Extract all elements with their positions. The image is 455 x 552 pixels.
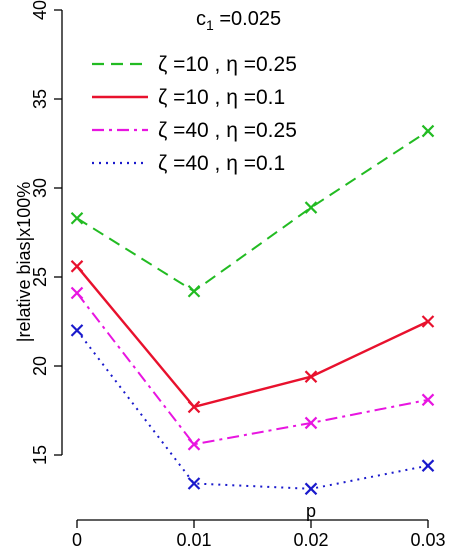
x-tick-label: 0.02: [293, 530, 328, 550]
series-point: [187, 284, 201, 298]
series-point: [187, 438, 201, 451]
title-subscript: 1: [206, 17, 214, 33]
series-point: [304, 416, 318, 430]
series-point: [70, 324, 84, 337]
legend-item-4: ζ =40 , η =0.1: [92, 152, 285, 175]
series-layer: [70, 124, 435, 496]
series-1: [70, 124, 435, 298]
legend-label: ζ =40 , η =0.25: [158, 119, 297, 142]
chart-title: c1 =0.025: [196, 8, 281, 33]
legend-item-3: ζ =40 , η =0.25: [92, 119, 297, 142]
series-point: [70, 260, 84, 273]
title-rest: =0.025: [214, 8, 281, 30]
series-point: [70, 211, 84, 225]
x-axis-label: p: [306, 501, 316, 521]
series-2: [70, 260, 435, 414]
y-axis-label: |relative bias|x100%: [14, 182, 34, 342]
series-point: [304, 482, 318, 496]
legend-item-2: ζ =10 , η =0.1: [92, 86, 285, 109]
series-point: [421, 459, 435, 472]
series-point: [70, 286, 84, 300]
y-tick-label: 40: [30, 0, 50, 20]
y-tick-label: 30: [30, 178, 50, 198]
y-tick-label: 35: [30, 89, 50, 109]
axes: [61, 10, 428, 521]
y-ticks: 15 20 25 30 35 40: [30, 0, 62, 465]
y-tick-label: 15: [30, 445, 50, 465]
series-line: [76, 292, 429, 446]
series-point: [304, 201, 318, 214]
series-4: [70, 324, 435, 496]
legend-label: ζ =10 , η =0.25: [158, 53, 297, 76]
series-line: [76, 130, 429, 293]
y-tick-label: 25: [30, 267, 50, 287]
series-3: [70, 286, 435, 451]
series-point: [304, 370, 318, 383]
x-tick-label: 0: [72, 530, 82, 550]
x-tick-label: 0.03: [410, 530, 445, 550]
x-ticks: 0 0.01 0.02 0.03: [72, 520, 446, 550]
x-tick-label: 0.01: [176, 530, 211, 550]
title-main: c: [196, 8, 206, 30]
y-tick-label: 20: [30, 356, 50, 376]
legend-item-1: ζ =10 , η =0.25: [92, 53, 297, 76]
series-point: [421, 393, 435, 407]
legend: ζ =10 , η =0.25 ζ =10 , η =0.1 ζ =40 , η =…: [92, 53, 297, 175]
series-line: [76, 265, 429, 409]
series-point: [421, 315, 435, 328]
series-point: [187, 400, 201, 414]
series-point: [421, 124, 435, 138]
legend-label: ζ =40 , η =0.1: [158, 152, 285, 175]
legend-label: ζ =10 , η =0.1: [158, 86, 285, 109]
series-point: [187, 477, 201, 490]
